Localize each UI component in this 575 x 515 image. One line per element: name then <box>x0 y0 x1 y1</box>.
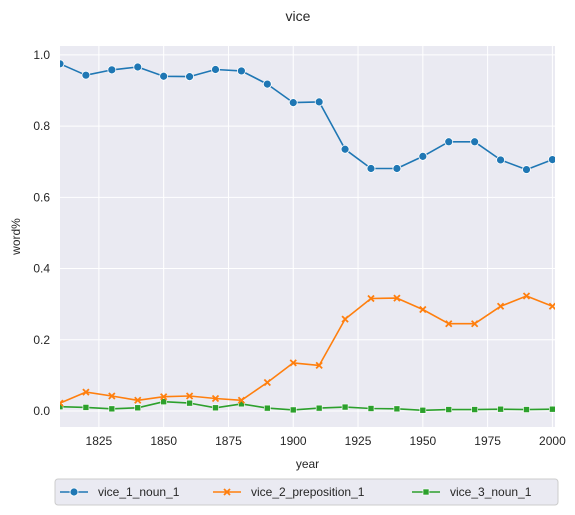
y-tick-label: 0.2 <box>33 333 50 347</box>
y-tick-label: 0.8 <box>33 119 50 133</box>
x-tick-label: 1850 <box>150 434 177 448</box>
data-point <box>60 403 64 411</box>
data-point <box>288 98 298 108</box>
legend-marker <box>223 488 231 496</box>
legend-label: vice_3_noun_1 <box>450 485 532 499</box>
legend-box <box>54 478 559 506</box>
data-point <box>393 294 401 302</box>
series-vice_1_noun_1 <box>60 59 555 174</box>
chart-title: vice <box>286 8 311 24</box>
series-line <box>60 400 553 412</box>
legend-label: vice_1_noun_1 <box>98 485 180 499</box>
y-tick-label: 0.0 <box>33 404 50 418</box>
data-point <box>263 378 271 387</box>
data-point <box>418 151 428 161</box>
x-axis-ticks: 1825 1850 1875 1900 1925 1950 1975 2000 <box>86 434 567 448</box>
series-vice_3_noun_1 <box>60 398 555 414</box>
series-vice_2_preposition_1 <box>60 292 555 407</box>
data-point <box>81 70 91 80</box>
y-tick-label: 0.6 <box>33 190 50 204</box>
data-point <box>522 165 531 174</box>
data-point <box>471 320 479 328</box>
data-point <box>340 144 350 154</box>
x-tick-label: 1975 <box>474 434 501 448</box>
legend: vice_1_noun_1 vice_2_preposition_1 vice_3_… <box>54 478 559 506</box>
data-point <box>522 292 531 300</box>
data-point <box>315 404 323 412</box>
data-point <box>523 406 530 413</box>
data-point <box>392 164 402 173</box>
data-point <box>444 137 454 147</box>
data-point <box>445 320 453 328</box>
data-point <box>160 393 168 401</box>
data-point <box>237 66 246 76</box>
legend-label: vice_2_preposition_1 <box>251 485 365 499</box>
data-point <box>445 406 453 413</box>
data-point <box>82 404 90 411</box>
data-point <box>237 396 246 404</box>
data-point <box>60 399 64 407</box>
x-tick-label: 1925 <box>345 434 372 448</box>
legend-marker <box>422 488 430 496</box>
data-point <box>419 406 427 414</box>
data-point <box>107 65 117 75</box>
y-axis-ticks: 0.0 0.2 0.4 0.6 0.8 1.0 <box>33 48 50 418</box>
legend-entry: vice_1_noun_1 <box>60 485 180 499</box>
data-point <box>341 403 349 411</box>
data-point <box>366 164 376 173</box>
legend-marker <box>69 487 79 497</box>
x-tick-label: 1875 <box>215 434 242 448</box>
data-point <box>134 404 142 412</box>
data-point <box>496 155 505 165</box>
data-point <box>289 406 297 414</box>
data-point <box>471 406 478 413</box>
y-tick-label: 0.4 <box>33 262 50 276</box>
legend-entry: vice_3_noun_1 <box>412 485 532 499</box>
data-point <box>264 404 271 412</box>
data-point <box>211 394 220 403</box>
data-point <box>549 405 555 413</box>
data-point <box>211 65 220 74</box>
data-point <box>315 361 323 370</box>
data-point <box>367 405 375 412</box>
plot-area <box>60 46 555 427</box>
data-point <box>497 405 504 413</box>
data-point <box>108 405 116 413</box>
data-point <box>159 71 169 81</box>
data-point <box>496 302 505 310</box>
data-point <box>82 388 90 396</box>
x-tick-label: 2000 <box>539 434 566 448</box>
x-tick-label: 1825 <box>86 434 113 448</box>
data-point <box>548 302 555 310</box>
series-layer <box>60 59 555 414</box>
y-axis-title: word% <box>9 218 23 256</box>
y-tick-label: 1.0 <box>33 48 50 62</box>
x-tick-label: 1900 <box>280 434 307 448</box>
data-point <box>60 59 65 69</box>
legend-entry: vice_2_preposition_1 <box>213 485 365 499</box>
x-axis-title: year <box>296 457 319 471</box>
data-point <box>185 392 194 400</box>
data-point <box>548 155 555 164</box>
data-point <box>341 315 349 323</box>
grid <box>60 46 555 427</box>
data-point <box>470 137 480 147</box>
data-point <box>108 392 116 400</box>
data-point <box>186 399 193 407</box>
data-point <box>185 72 194 82</box>
data-point <box>262 79 272 89</box>
data-point <box>367 294 375 303</box>
series-line <box>60 295 553 404</box>
data-point <box>393 405 401 413</box>
data-point <box>160 398 167 406</box>
data-point <box>133 62 143 72</box>
x-tick-label: 1950 <box>409 434 436 448</box>
data-point <box>134 396 142 404</box>
data-point <box>419 305 427 314</box>
data-point <box>314 97 324 107</box>
data-point <box>289 359 297 367</box>
data-point <box>212 404 219 412</box>
